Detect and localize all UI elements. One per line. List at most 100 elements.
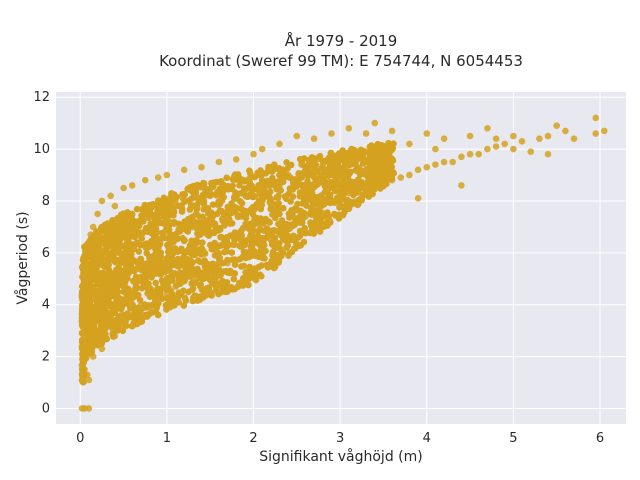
scatter-point-fill: [316, 205, 323, 213]
scatter-point: [124, 249, 132, 257]
points-layer: [78, 114, 608, 412]
scatter-point-fill: [264, 191, 272, 199]
scatter-point: [141, 176, 149, 184]
scatter-point-fill: [132, 226, 139, 233]
scatter-point-fill: [133, 305, 140, 313]
scatter-point-fill: [283, 159, 290, 166]
scatter-point-fill: [135, 248, 143, 255]
scatter-point-fill: [146, 293, 154, 301]
scatter-point-fill: [252, 273, 259, 280]
scatter-point: [137, 218, 145, 225]
scatter-point: [362, 184, 370, 192]
x-tick-label: 0: [76, 431, 84, 446]
scatter-point: [232, 257, 240, 264]
scatter-point-fill: [181, 294, 189, 302]
scatter-point-fill: [180, 302, 188, 309]
scatter-point-fill: [165, 211, 173, 219]
scatter-point-fill: [87, 305, 94, 312]
scatter-point-fill: [175, 298, 182, 306]
scatter-point-fill: [154, 311, 162, 319]
scatter-point-fill: [371, 161, 378, 168]
scatter-point-fill: [88, 324, 96, 332]
scatter-point-fill: [132, 282, 140, 290]
scatter-point-fill: [153, 268, 160, 276]
scatter-point-fill: [248, 266, 255, 273]
scatter-point: [102, 236, 110, 244]
scatter-point-fill: [103, 261, 110, 268]
scatter-point: [180, 166, 188, 174]
scatter-point: [475, 150, 483, 158]
scatter-point: [319, 200, 327, 207]
scatter-point-fill: [143, 210, 151, 218]
scatter-point: [328, 130, 335, 137]
scatter-point: [284, 223, 292, 231]
scatter-point: [510, 145, 517, 153]
scatter-point-fill: [226, 220, 234, 227]
scatter-point: [81, 291, 88, 298]
scatter-point-fill: [92, 270, 100, 277]
x-tick-label: 2: [249, 431, 257, 446]
scatter-point-fill: [193, 203, 201, 211]
scatter-point-fill: [343, 150, 350, 157]
scatter-point-fill: [104, 277, 111, 284]
scatter-point-fill: [173, 230, 180, 238]
scatter-point-fill: [131, 233, 138, 240]
scatter-point-fill: [304, 178, 311, 185]
scatter-point-fill: [323, 210, 331, 218]
scatter-point-fill: [228, 249, 236, 256]
scatter-point-fill: [248, 239, 256, 247]
scatter-point: [562, 127, 569, 135]
scatter-point-fill: [370, 171, 377, 179]
scatter-point-fill: [180, 237, 188, 245]
scatter-point: [440, 158, 448, 166]
scatter-point-fill: [285, 210, 293, 217]
y-tick-label: 2: [42, 350, 50, 365]
scatter-point-fill: [177, 269, 185, 277]
scatter-point-fill: [275, 192, 282, 199]
scatter-point-fill: [84, 240, 91, 248]
scatter-point: [345, 189, 353, 197]
scatter-point-fill: [364, 178, 372, 185]
scatter-point-fill: [93, 252, 101, 260]
scatter-point-fill: [361, 171, 369, 178]
scatter-point-fill: [305, 186, 313, 193]
scatter-point: [189, 223, 197, 231]
scatter-point-fill: [101, 286, 108, 293]
scatter-point-fill: [236, 177, 244, 185]
scatter-point-fill: [321, 178, 329, 185]
scatter-point: [87, 231, 94, 238]
scatter-point-fill: [155, 263, 162, 271]
scatter-point-fill: [246, 233, 254, 240]
scatter-point: [94, 327, 101, 334]
y-tick-label: 4: [42, 298, 50, 313]
scatter-point-fill: [259, 254, 266, 262]
scatter-point-fill: [113, 285, 120, 292]
scatter-point: [241, 252, 249, 259]
scatter-point-fill: [94, 307, 101, 315]
scatter-point: [154, 174, 162, 181]
scatter-point-fill: [127, 258, 134, 265]
scatter-point: [284, 171, 292, 179]
scatter-point-fill: [164, 217, 172, 225]
scatter-point-fill: [277, 225, 284, 232]
scatter-point-fill: [147, 204, 154, 211]
scatter-point-fill: [212, 224, 220, 231]
scatter-point: [137, 301, 145, 309]
scatter-point-fill: [159, 210, 167, 217]
scatter-point: [302, 213, 309, 220]
scatter-point: [527, 148, 534, 155]
scatter-point: [81, 327, 88, 334]
scatter-point: [440, 135, 448, 142]
scatter-point: [371, 119, 379, 127]
scatter-point-fill: [324, 220, 331, 227]
scatter-point-fill: [151, 217, 159, 225]
scatter-point-fill: [192, 269, 199, 277]
scatter-point: [466, 132, 474, 140]
scatter-point: [354, 187, 361, 194]
scatter-point-fill: [312, 179, 319, 186]
scatter-point-fill: [98, 340, 105, 347]
scatter-point-fill: [272, 214, 279, 222]
scatter-point-fill: [247, 170, 254, 177]
scatter-point-fill: [100, 308, 107, 316]
scatter-point-fill: [80, 269, 88, 277]
